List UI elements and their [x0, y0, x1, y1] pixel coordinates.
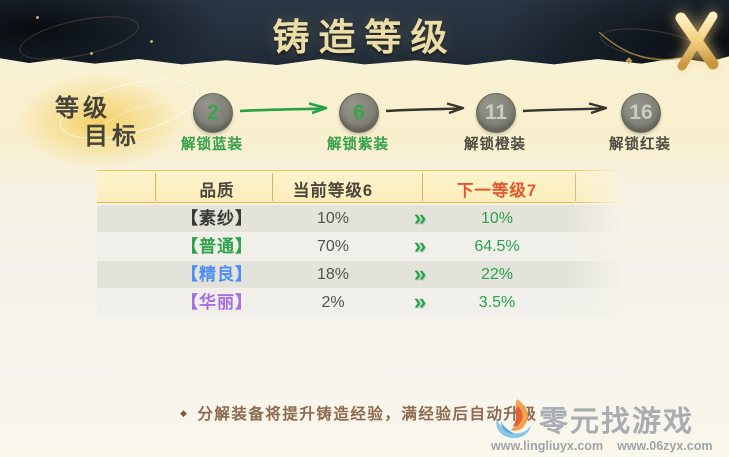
table-row: 【普通】 70% » 64.5% — [97, 233, 623, 260]
milestone-label-red: 解锁红装 — [609, 137, 671, 153]
quality-name: 【精良】 — [181, 265, 253, 284]
current-rate: 18% — [316, 266, 350, 283]
tip-text: 分解装备将提升铸造经验，满经验后自动升级 — [197, 406, 538, 423]
next-rate: 10% — [480, 210, 514, 227]
milestone-node-6: 6 — [339, 93, 379, 133]
gold-speck — [90, 52, 93, 55]
next-rate: 22% — [480, 266, 514, 283]
header-next-level: 下一等级7 — [456, 182, 538, 200]
header-edge-fade — [568, 170, 623, 203]
column-separator — [422, 173, 423, 201]
chevron-right-icon: » — [413, 205, 427, 230]
table-row: 【素纱】 10% » 10% — [97, 205, 623, 232]
quality-name: 【华丽】 — [181, 293, 253, 312]
current-rate: 70% — [316, 238, 350, 255]
page-title: 铸造等级 — [272, 15, 457, 59]
table-row: 【华丽】 2% » 3.5% — [97, 289, 623, 316]
gold-curve-decoration — [598, 31, 690, 65]
level-goal-label-line2: 目标 — [84, 123, 140, 150]
arrow-icon — [239, 102, 328, 115]
next-rate: 64.5% — [474, 238, 520, 255]
arrow-icon — [522, 102, 608, 115]
flame-logo-icon — [496, 399, 531, 439]
watermark-url-2: www.06zyx.com — [617, 439, 713, 453]
level-goal-label-line1: 等级 — [55, 95, 111, 122]
chevron-right-icon: » — [413, 261, 427, 286]
quality-name: 【素纱】 — [181, 209, 253, 228]
milestone-node-11: 11 — [476, 93, 516, 133]
site-watermark: 零元找游戏 www.lingliuyx.com www.06zyx.com — [489, 398, 721, 454]
window-header-band — [0, 0, 729, 65]
milestone-node-16: 16 — [621, 93, 661, 133]
close-button[interactable] — [667, 8, 725, 72]
current-rate: 2% — [321, 294, 345, 311]
table-header-row: 品质 当前等级6 下一等级7 — [97, 170, 623, 203]
gold-speck — [36, 16, 39, 19]
watermark-brand: 零元找游戏 — [539, 406, 695, 438]
close-icon — [675, 11, 719, 71]
tip-text-row: ◆ 分解装备将提升铸造经验，满经验后自动升级 — [180, 402, 537, 424]
arrow-icon — [385, 102, 465, 115]
header-current-level: 当前等级6 — [292, 182, 374, 200]
gold-speck — [150, 40, 153, 43]
column-separator — [272, 173, 273, 201]
milestone-label-orange: 解锁橙装 — [464, 137, 526, 153]
watermark-url-1: www.lingliuyx.com — [491, 439, 604, 453]
chevron-right-icon: » — [413, 233, 427, 258]
column-separator — [155, 173, 156, 201]
next-rate: 3.5% — [478, 294, 516, 311]
milestone-label-blue: 解锁蓝装 — [181, 137, 243, 153]
diamond-bullet-icon: ◆ — [180, 408, 189, 418]
table-row: 【精良】 18% » 22% — [97, 261, 623, 288]
milestone-label-purple: 解锁紫装 — [327, 137, 389, 153]
milestone-node-2: 2 — [193, 93, 233, 133]
header-quality: 品质 — [199, 182, 235, 200]
chevron-right-icon: » — [413, 289, 427, 314]
quality-name: 【普通】 — [181, 237, 253, 256]
current-rate: 10% — [316, 210, 350, 227]
level-goal-glow — [16, 74, 184, 168]
